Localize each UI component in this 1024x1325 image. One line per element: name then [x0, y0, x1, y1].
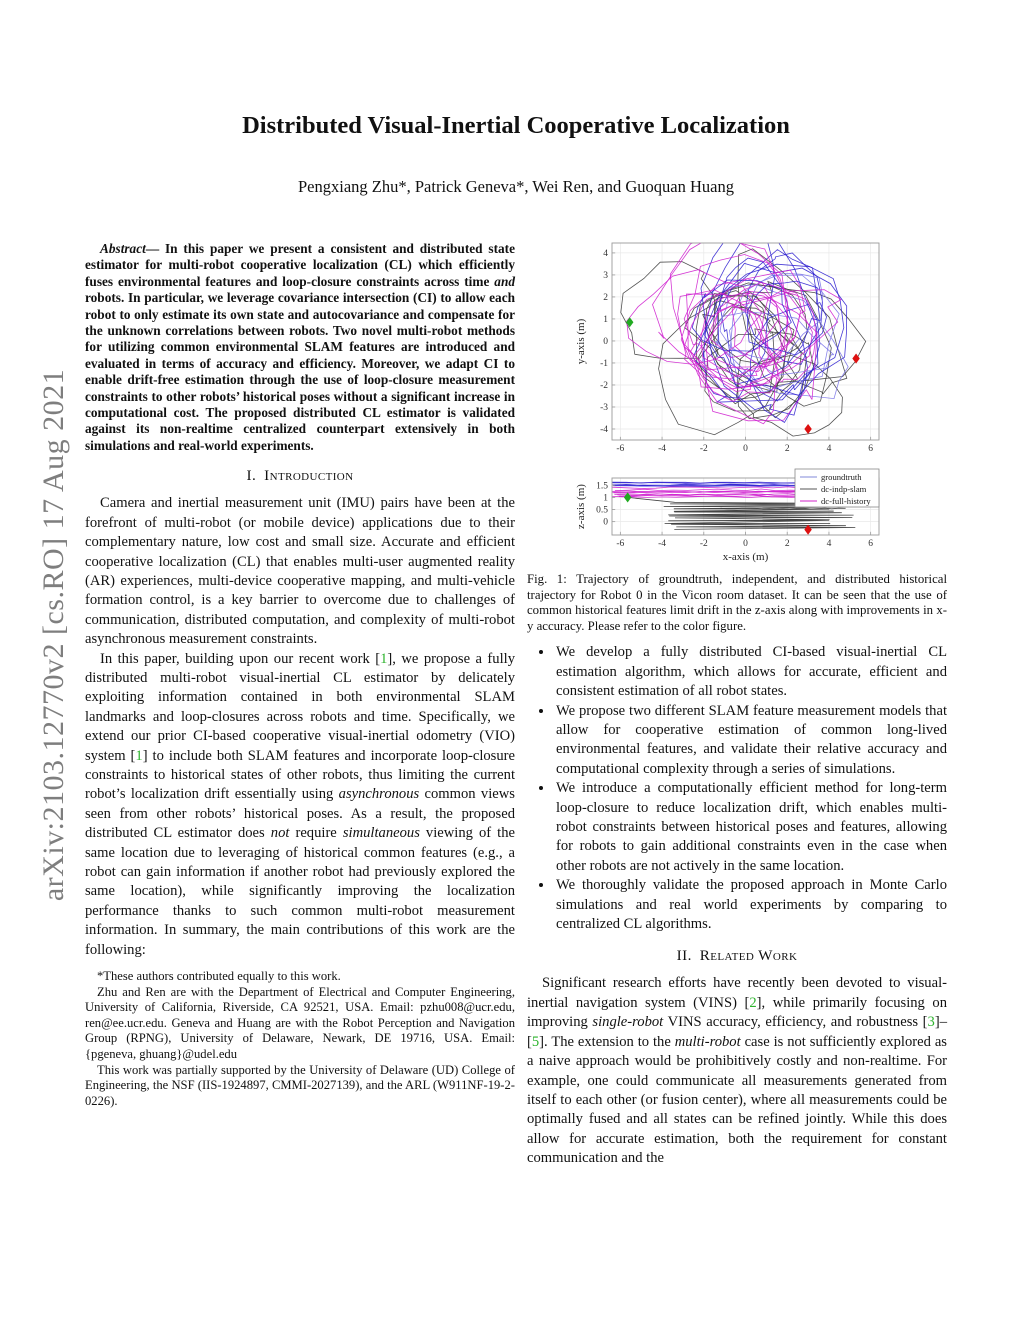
svg-text:4: 4	[827, 539, 832, 549]
section-heading-introduction: I. Introduction	[246, 467, 354, 485]
trajectory-marker	[852, 353, 860, 364]
svg-text:1.5: 1.5	[596, 481, 608, 491]
citation-ref-5[interactable]: 5	[531, 1033, 540, 1050]
svg-text:-6: -6	[616, 444, 624, 454]
arxiv-banner: arXiv:2103.12770v2 [cs.RO] 17 Aug 2021	[37, 368, 70, 902]
svg-text:-4: -4	[600, 425, 608, 435]
contribution-item: We introduce a computationally efficient…	[554, 779, 947, 876]
svg-text:-4: -4	[658, 539, 666, 549]
footnote-equal-contribution: *These authors contributed equally to th…	[97, 969, 341, 984]
figure-caption: Fig. 1: Trajectory of groundtruth, indep…	[527, 572, 947, 633]
svg-text:3: 3	[603, 271, 608, 281]
svg-text:1: 1	[603, 315, 608, 325]
legend-label: groundtruth	[821, 472, 862, 482]
svg-text:2: 2	[785, 444, 790, 454]
legend-label: dc-full-history	[821, 496, 871, 506]
svg-text:0: 0	[743, 444, 748, 454]
left-column: Abstract— In this paper we present a con…	[85, 241, 515, 1109]
svg-text:0: 0	[603, 518, 608, 528]
svg-text:-2: -2	[700, 539, 708, 549]
svg-text:4: 4	[827, 444, 832, 454]
svg-text:0: 0	[743, 539, 748, 549]
trajectories-xy	[620, 243, 867, 437]
contribution-item: We develop a fully distributed CI-based …	[554, 643, 947, 701]
svg-text:-2: -2	[700, 444, 708, 454]
trajectory-marker	[804, 423, 812, 435]
svg-text:2: 2	[603, 293, 608, 303]
intro-paragraph-2: In this paper, building upon our recent …	[85, 650, 516, 958]
y-axis-label: z-axis (m)	[575, 484, 587, 529]
citation-ref-3[interactable]: 3	[927, 1014, 935, 1031]
x-axis-label: x-axis (m)	[723, 551, 769, 563]
y-axis-label: y-axis (m)	[575, 318, 587, 364]
paper-title: Distributed Visual-Inertial Cooperative …	[242, 112, 790, 139]
citation-ref-2[interactable]: 2	[749, 994, 757, 1011]
legend-label: dc-indp-slam	[821, 484, 867, 494]
trajectory-marker	[623, 492, 632, 503]
figure-1: -6 -4 -2 0 2 4 6 -4 -3 -2 -1 0 1 2 3 4 y-axis (m) -6 -4 -2 0…	[527, 238, 947, 634]
svg-text:-3: -3	[600, 403, 608, 413]
svg-text:6: 6	[868, 539, 873, 549]
svg-text:2: 2	[785, 539, 790, 549]
related-work-paragraph-1: Significant research efforts have recent…	[527, 975, 947, 1167]
footnote-funding: This work was partially supported by the…	[85, 1062, 515, 1108]
abstract: Abstract— In this paper we present a con…	[85, 241, 515, 453]
contributions-list: We develop a fully distributed CI-based …	[527, 643, 947, 934]
authors: Pengxiang Zhu*, Patrick Geneva*, Wei Ren…	[298, 177, 734, 196]
svg-text:0: 0	[603, 337, 608, 347]
svg-text:4: 4	[603, 249, 608, 259]
trajectory-figure-plot: -6 -4 -2 0 2 4 6 -4 -3 -2 -1 0 1 2 3 4 y-axis (m) -6 -4 -2 0…	[575, 242, 880, 563]
svg-text:1: 1	[603, 493, 608, 503]
contribution-item: We thoroughly validate the proposed appr…	[554, 876, 947, 934]
trajectory-marker	[804, 524, 812, 535]
intro-paragraph-1: Camera and inertial measurement unit (IM…	[85, 495, 515, 648]
citation-ref-1[interactable]: 1	[135, 747, 143, 764]
svg-text:-4: -4	[658, 444, 666, 454]
right-column: -6 -4 -2 0 2 4 6 -4 -3 -2 -1 0 1 2 3 4 y-axis (m) -6 -4 -2 0…	[527, 238, 947, 1169]
svg-text:6: 6	[868, 444, 873, 454]
trajectory-marker	[626, 317, 634, 328]
footnotes: *These authors contributed equally to th…	[85, 969, 515, 1109]
section-heading-related-work: II. Related Work	[676, 947, 798, 965]
svg-text:-1: -1	[600, 359, 608, 369]
citation-ref-1[interactable]: 1	[380, 650, 388, 667]
svg-text:0.5: 0.5	[596, 506, 608, 516]
footnote-affiliations: Zhu and Ren are with the Department of E…	[85, 984, 515, 1061]
contribution-item: We propose two different SLAM feature me…	[554, 702, 947, 780]
svg-text:-6: -6	[616, 539, 624, 549]
svg-text:-2: -2	[600, 381, 608, 391]
